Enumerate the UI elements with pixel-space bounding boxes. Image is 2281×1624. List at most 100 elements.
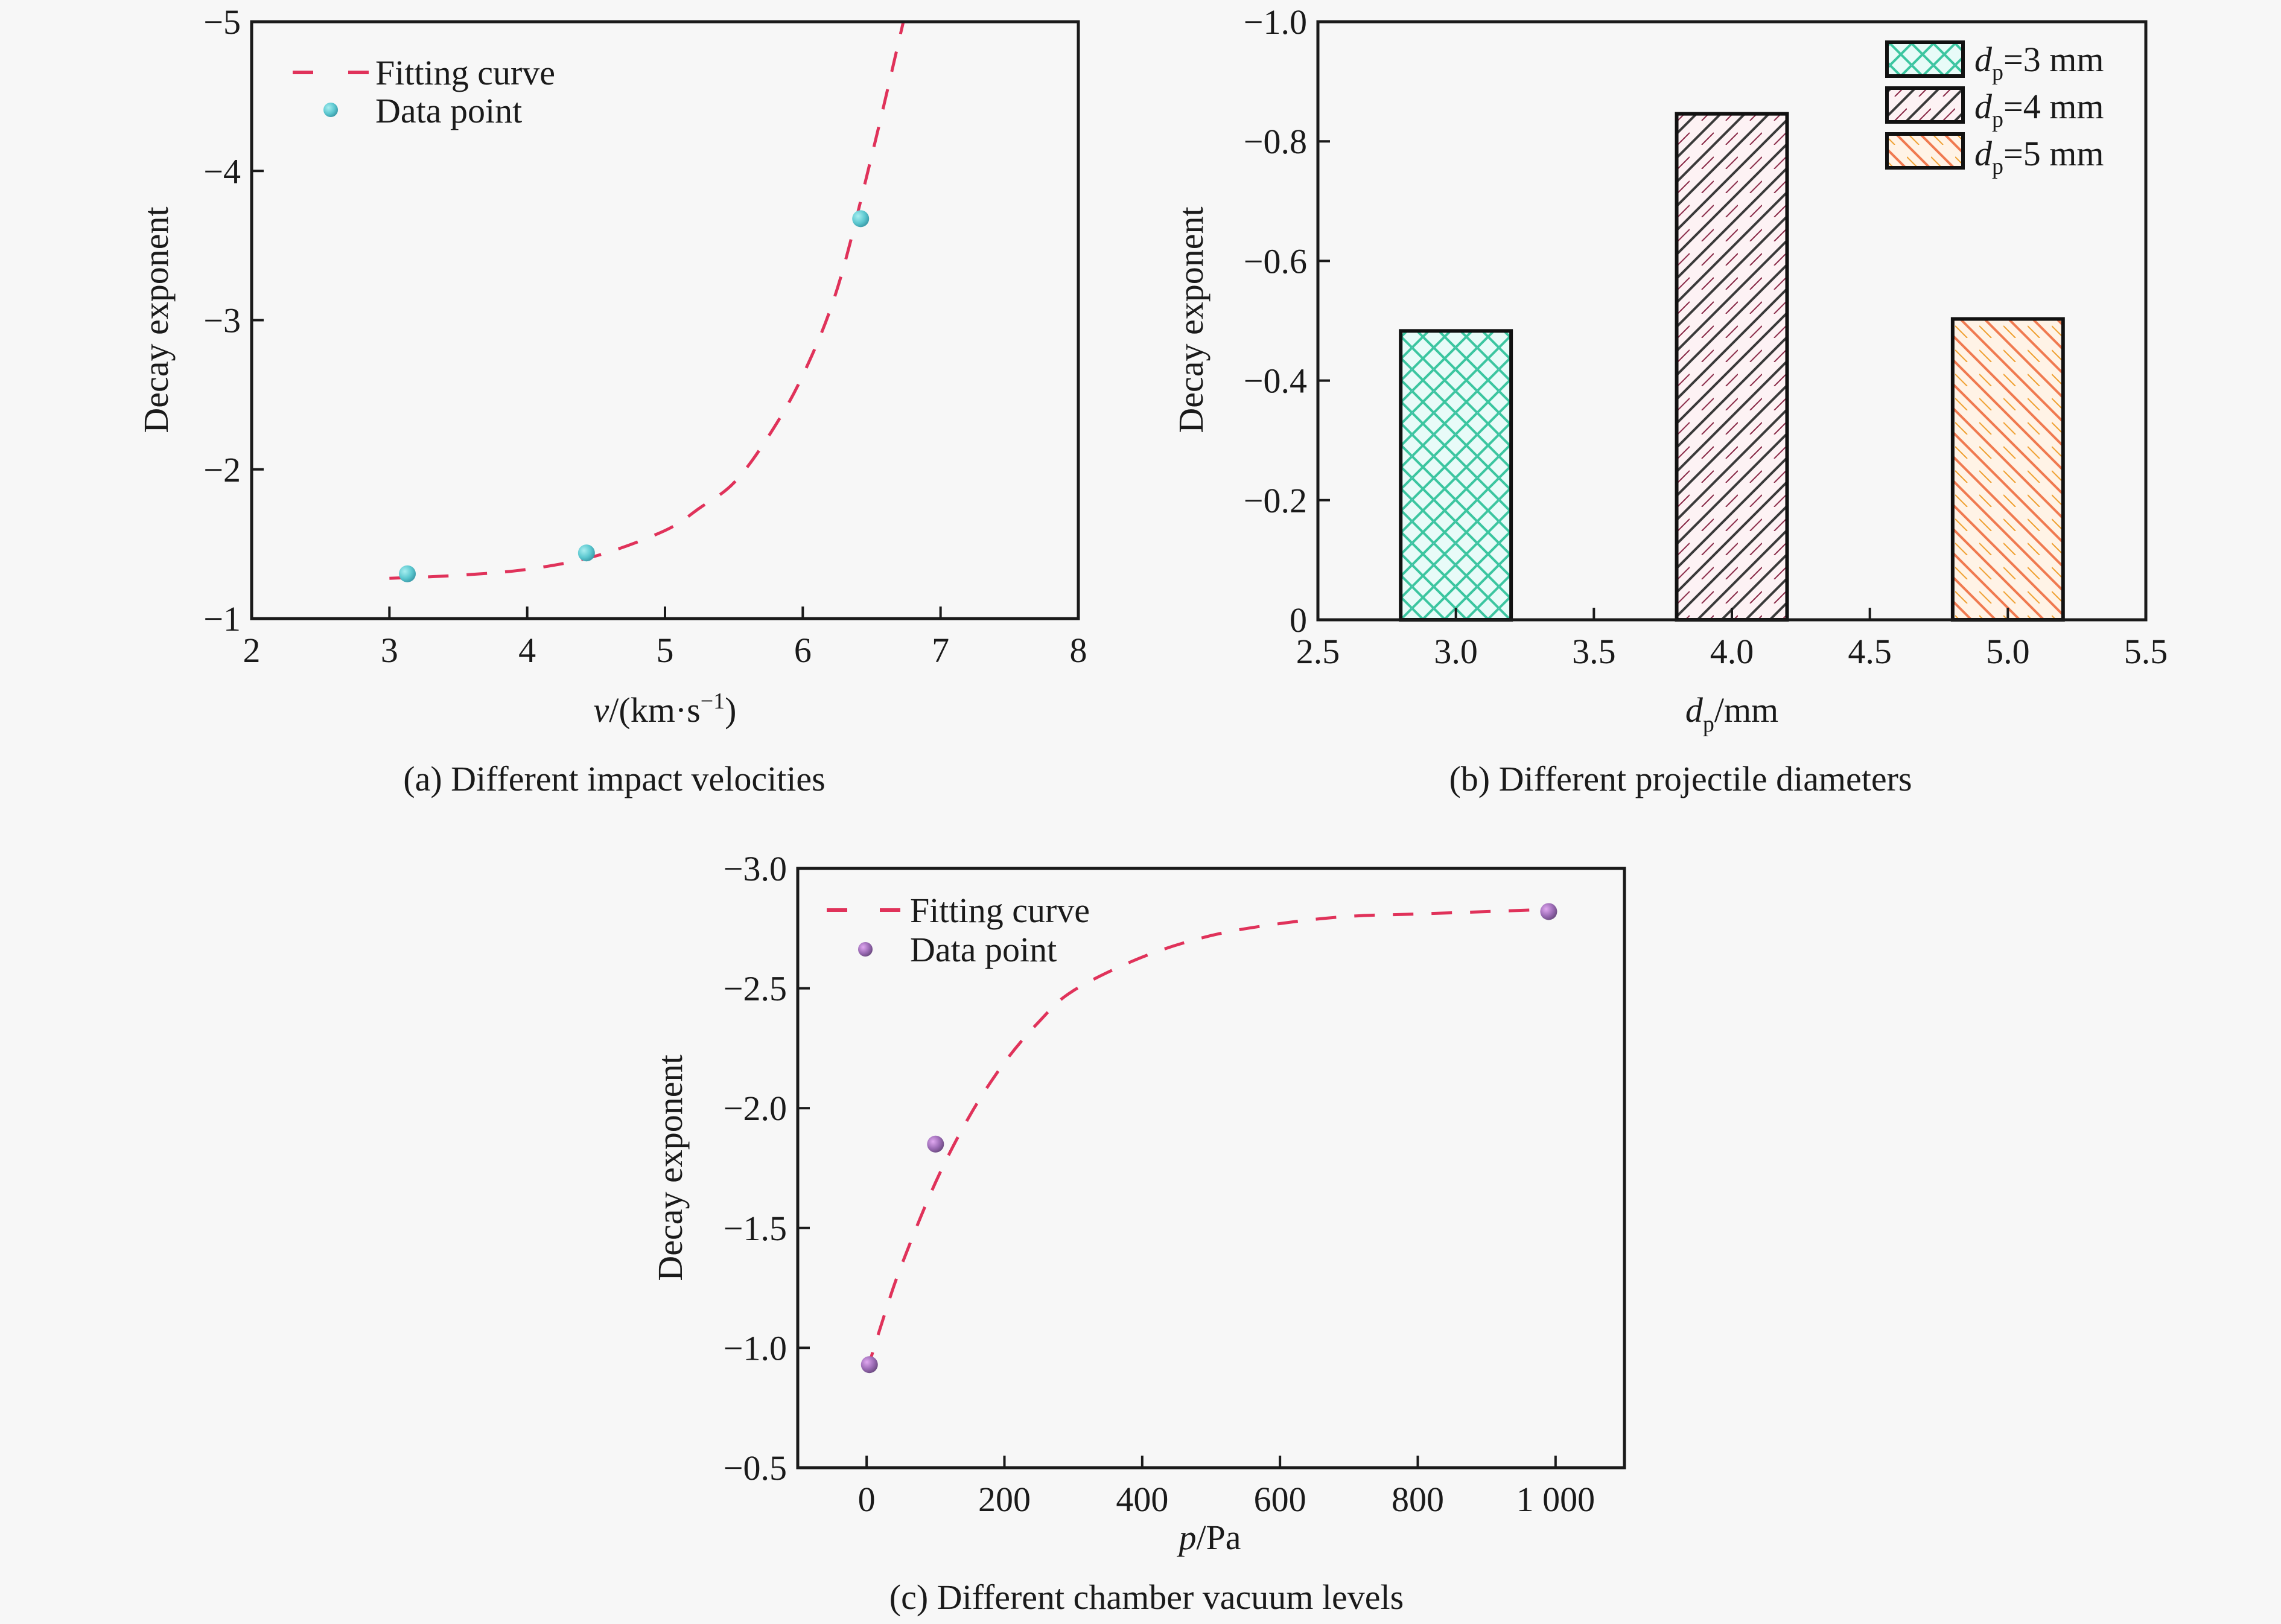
x-tick-label: 200 (978, 1480, 1031, 1519)
data-point (927, 1135, 944, 1153)
panel-b-plot-frame (1316, 20, 2148, 622)
panel-a-velocity-chart: 2 3 4 5 6 7 8 −1 −2 −3 −4 −5 Fitting curve Data po… (136, 2, 1087, 798)
panel-c-x-axis-var: p (1176, 1518, 1196, 1557)
legend-var: d (1974, 40, 1993, 79)
panel-c-data-points (861, 903, 1557, 1374)
x-tick-label: 400 (1116, 1480, 1168, 1519)
data-point (577, 544, 595, 562)
panel-c-x-axis-unit: /Pa (1196, 1518, 1241, 1557)
x-tick-label: 4 (518, 631, 536, 670)
panel-a-x-axis-unit: /(km·s (609, 690, 700, 730)
data-point (1540, 903, 1557, 920)
y-tick-label: −1 (203, 599, 241, 638)
panel-b-legend-swatch-4mm (1885, 86, 1965, 124)
panel-c-legend-point-swatch (858, 942, 873, 957)
legend-sub: p (1992, 60, 2003, 85)
panel-b-x-axis-sub: p (1703, 712, 1714, 737)
panel-a-x-axis-sup: −1 (701, 689, 725, 714)
panel-a-legend-point-label: Data point (375, 91, 522, 130)
legend-var: d (1974, 87, 1993, 126)
data-point (852, 210, 870, 228)
y-tick-label: −4 (203, 151, 241, 191)
y-tick-label: −3 (203, 301, 241, 340)
y-tick-label: −2.5 (724, 969, 787, 1008)
x-tick-label: 3 (381, 631, 398, 670)
panel-b-legend-swatch-3mm (1885, 40, 1965, 78)
panel-b-x-axis-label: dp/mm (1685, 690, 1778, 737)
panel-c-x-axis-label: p/Pa (1176, 1518, 1241, 1557)
panel-a-legend-fit-label: Fitting curve (375, 53, 555, 92)
panel-b-legend-label-3mm: dp=3 mm (1974, 40, 2104, 85)
panel-b-legend: dp=3 mm dp=4 mm dp=5 mm (1885, 40, 2104, 179)
legend-var: d (1974, 134, 1993, 173)
x-tick-label: 3.5 (1572, 632, 1616, 671)
panel-c-legend-point-label: Data point (910, 930, 1057, 969)
panel-b-caption: (b) Different projectile diameters (1449, 759, 1912, 798)
panel-c-vacuum-chart: 0 200 400 600 800 1 000 −0.5−1.0−1.5−2.0−2.5−… (651, 849, 1626, 1617)
legend-rest: =5 mm (2003, 134, 2104, 173)
x-tick-label: 8 (1070, 631, 1087, 670)
panel-a-x-axis-var: v (594, 690, 609, 730)
panel-b-legend-label-4mm: dp=4 mm (1974, 87, 2104, 132)
x-tick-label: 5.0 (1986, 632, 2030, 671)
x-tick-label: 5.5 (2124, 632, 2168, 671)
bar-dp-4-mm (1675, 112, 1789, 622)
panel-c-y-tick-labels: −0.5 −1.0 −1.5 −2.0 −2.5 −3.0 (724, 849, 787, 1488)
bar-dp-5-mm (1950, 317, 2065, 622)
x-tick-label: 2 (243, 631, 261, 670)
y-tick-label: −1.0 (1244, 2, 1307, 42)
x-tick-label: 7 (932, 631, 949, 670)
data-point (861, 1356, 878, 1374)
panel-c-x-tick-labels: 0 200 400 600 800 1 000 (858, 1480, 1595, 1519)
panel-c-fitting-curve (865, 908, 1556, 1372)
panel-a-legend: Fitting curve Data point (293, 53, 555, 130)
legend-rest: =3 mm (2003, 40, 2104, 79)
panel-b-y-axis-label: Decay exponent (1171, 206, 1210, 433)
panel-a-x-axis-label: v/(km·s−1) (594, 689, 737, 730)
data-point (399, 565, 416, 582)
panel-c-plot-frame (796, 867, 1626, 1470)
panel-b-x-tick-labels: 2.5 3.0 3.5 4.0 4.5 5.0 5.5 (1296, 632, 2168, 671)
x-tick-label: 4.5 (1848, 632, 1892, 671)
y-tick-label: −0.5 (724, 1448, 787, 1488)
panel-c-legend: Fitting curve Data point (827, 891, 1090, 969)
y-tick-label: −2.0 (724, 1089, 787, 1128)
bar-dp-3-mm (1399, 329, 1513, 622)
legend-sub: p (1992, 154, 2003, 179)
x-tick-label: 3.0 (1434, 632, 1478, 671)
x-tick-label: 1 000 (1516, 1480, 1595, 1519)
y-tick-label: −0.8 (1244, 122, 1307, 161)
y-tick-label: −0.6 (1244, 241, 1307, 281)
legend-rest: =4 mm (2003, 87, 2104, 126)
panel-a-x-tick-labels: 2 3 4 5 6 7 8 (243, 631, 1087, 670)
panel-a-y-tick-labels: −1 −2 −3 −4 −5 (203, 2, 241, 638)
x-tick-label: 600 (1254, 1480, 1306, 1519)
y-tick-label: −0.2 (1244, 481, 1307, 520)
panel-c-caption: (c) Different chamber vacuum levels (889, 1578, 1404, 1617)
x-tick-label: 5 (657, 631, 674, 670)
panel-b-legend-label-5mm: dp=5 mm (1974, 134, 2104, 179)
panel-c-legend-fit-label: Fitting curve (910, 891, 1090, 930)
x-tick-label: 6 (794, 631, 812, 670)
panel-b-legend-swatch-5mm (1885, 132, 1965, 170)
x-tick-label: 800 (1392, 1480, 1444, 1519)
y-tick-label: −1.5 (724, 1209, 787, 1248)
x-tick-label: 0 (858, 1480, 876, 1519)
panel-a-y-axis-label: Decay exponent (136, 206, 176, 433)
y-tick-label: −0.4 (1244, 361, 1307, 401)
y-tick-label: 0 (1290, 600, 1307, 640)
panel-a-caption: (a) Different impact velocities (403, 759, 825, 798)
panel-a-legend-point-swatch (323, 103, 338, 117)
panel-b-x-axis-unit: /mm (1714, 690, 1778, 730)
y-tick-label: −5 (203, 2, 241, 42)
x-tick-label: 2.5 (1296, 632, 1340, 671)
panel-b-x-axis-var: d (1685, 690, 1704, 730)
x-tick-label: 4.0 (1710, 632, 1754, 671)
legend-sub: p (1992, 107, 2003, 132)
panel-b-y-tick-labels: 0 −0.2 −0.4 −0.6 −0.8 −1.0 (1244, 2, 1307, 640)
panel-b-bars (1399, 112, 2065, 622)
panel-b-diameter-chart: 2.5 3.0 3.5 4.0 4.5 5.0 5.5 0 −0.2 −0.4 −0.6 −0.8 −… (1171, 2, 2168, 798)
panel-c-y-axis-label: Decay exponent (651, 1054, 690, 1281)
panel-a-plot-frame (250, 20, 1080, 620)
